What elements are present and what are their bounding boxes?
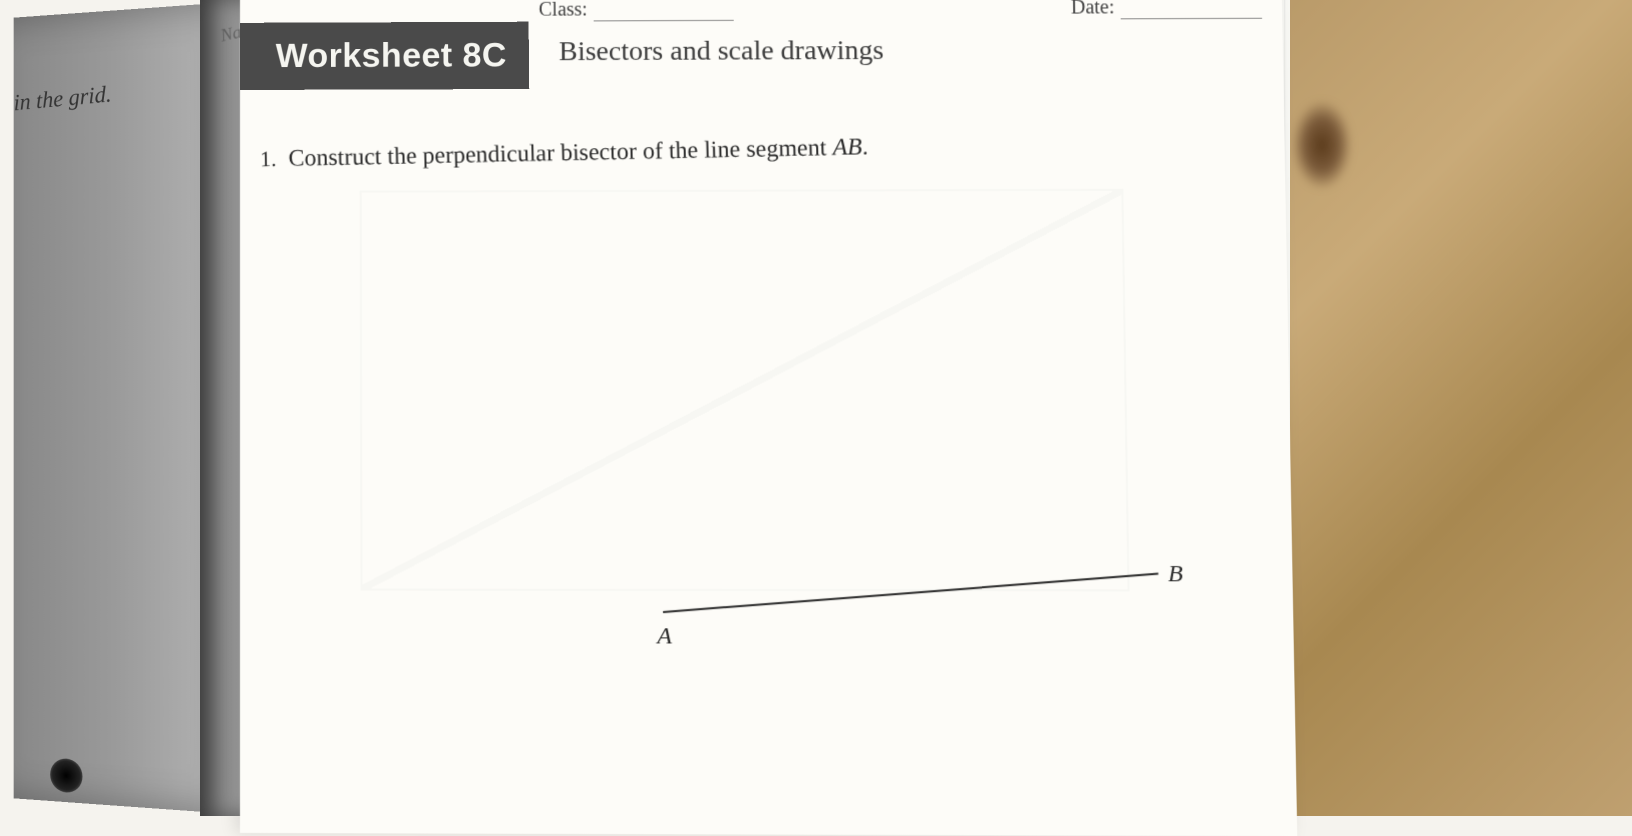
worksheet-page: Name: Class: Date: Worksheet 8C Bisector… (240, 0, 1297, 836)
date-label: Date: (1071, 0, 1115, 20)
segment-ab (663, 573, 1158, 613)
class-label: Class: (539, 0, 588, 22)
question-number: 1. (260, 146, 277, 172)
worksheet-tab-label: Worksheet 8C (276, 36, 508, 75)
bleed-through-shape (360, 189, 1130, 592)
class-blank-line[interactable] (593, 1, 733, 21)
worksheet-tab: Worksheet 8C (240, 22, 529, 90)
worksheet-topic: Bisectors and scale drawings (559, 35, 884, 68)
left-page-fragment: in the grid. (13, 82, 112, 117)
point-a-label: A (657, 623, 672, 650)
question-text-suffix: . (862, 134, 869, 160)
point-b-label: B (1168, 561, 1183, 588)
line-segment-diagram: A B (663, 571, 1192, 663)
header-fields: Class: Date: (539, 0, 1263, 22)
date-blank-line[interactable] (1120, 0, 1262, 19)
class-field: Class: (539, 0, 734, 22)
question-text: Construct the perpendicular bisector of … (288, 134, 868, 172)
date-field: Date: (1070, 0, 1262, 20)
desk-surface (1252, 0, 1632, 816)
binder-hole (50, 758, 82, 794)
question-text-prefix: Construct the perpendicular bisector of … (288, 135, 833, 172)
segment-name: AB (832, 134, 862, 160)
photo-scene: in the grid. Name: Class: Date: Workshee… (0, 0, 1632, 816)
question-1: 1. Construct the perpendicular bisector … (260, 134, 869, 173)
